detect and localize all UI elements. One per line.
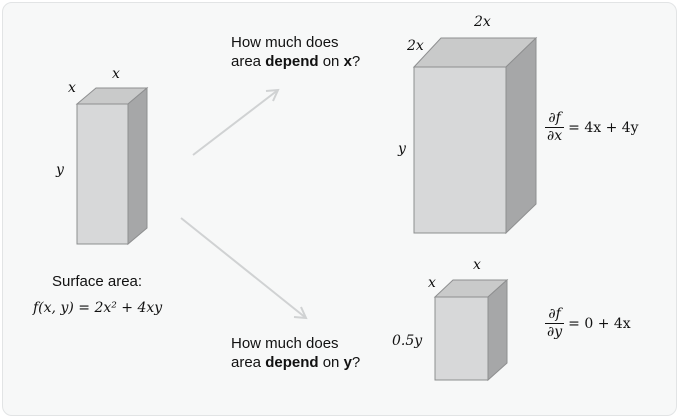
partial-x-numerator: ∂f	[548, 110, 561, 126]
partial-y-equation: ∂f ∂y = 0 + 4x	[545, 306, 631, 341]
arrow-up	[192, 88, 280, 156]
question-x: How much does area depend on x?	[231, 33, 360, 71]
partial-y-denominator: ∂y	[545, 323, 565, 340]
arrow-down	[180, 217, 308, 320]
partial-y-numerator: ∂f	[548, 306, 561, 322]
bottom-box-height-label: 0.5y	[392, 333, 423, 349]
left-box-height-label: y	[56, 162, 64, 178]
bottom-box-side-label: x	[428, 275, 436, 291]
bottom-box-front	[434, 296, 489, 381]
top-box	[412, 36, 538, 235]
left-box-side-label: x	[68, 80, 76, 96]
bottom-box-side	[487, 278, 508, 382]
bottom-box-top-label: x	[473, 257, 481, 273]
surface-area-caption: Surface area:	[52, 273, 143, 290]
left-box-top-label: x	[112, 66, 120, 82]
question-x-line2: area depend on x?	[231, 53, 361, 70]
question-y-line2: area depend on y?	[231, 354, 361, 371]
left-box	[75, 86, 149, 246]
question-y-line1: How much does	[231, 335, 339, 352]
left-box-side	[127, 86, 148, 246]
top-box-top-label: 2x	[474, 14, 491, 30]
question-x-line1: How much does	[231, 34, 339, 51]
top-box-front	[413, 66, 507, 234]
left-box-front	[76, 103, 129, 245]
partial-x-equation: ∂f ∂x = 4x + 4y	[545, 110, 639, 145]
bottom-box	[433, 278, 509, 382]
surface-area-formula: f(x, y) = 2x² + 4xy	[33, 300, 163, 316]
top-box-side-label: 2x	[407, 38, 424, 54]
partial-x-denominator: ∂x	[545, 127, 565, 144]
top-box-side	[505, 36, 537, 235]
partial-x-rhs: = 4x + 4y	[568, 119, 639, 136]
top-box-height-label: y	[398, 141, 406, 157]
partial-y-rhs: = 0 + 4x	[568, 315, 631, 332]
question-y: How much does area depend on y?	[231, 334, 360, 372]
